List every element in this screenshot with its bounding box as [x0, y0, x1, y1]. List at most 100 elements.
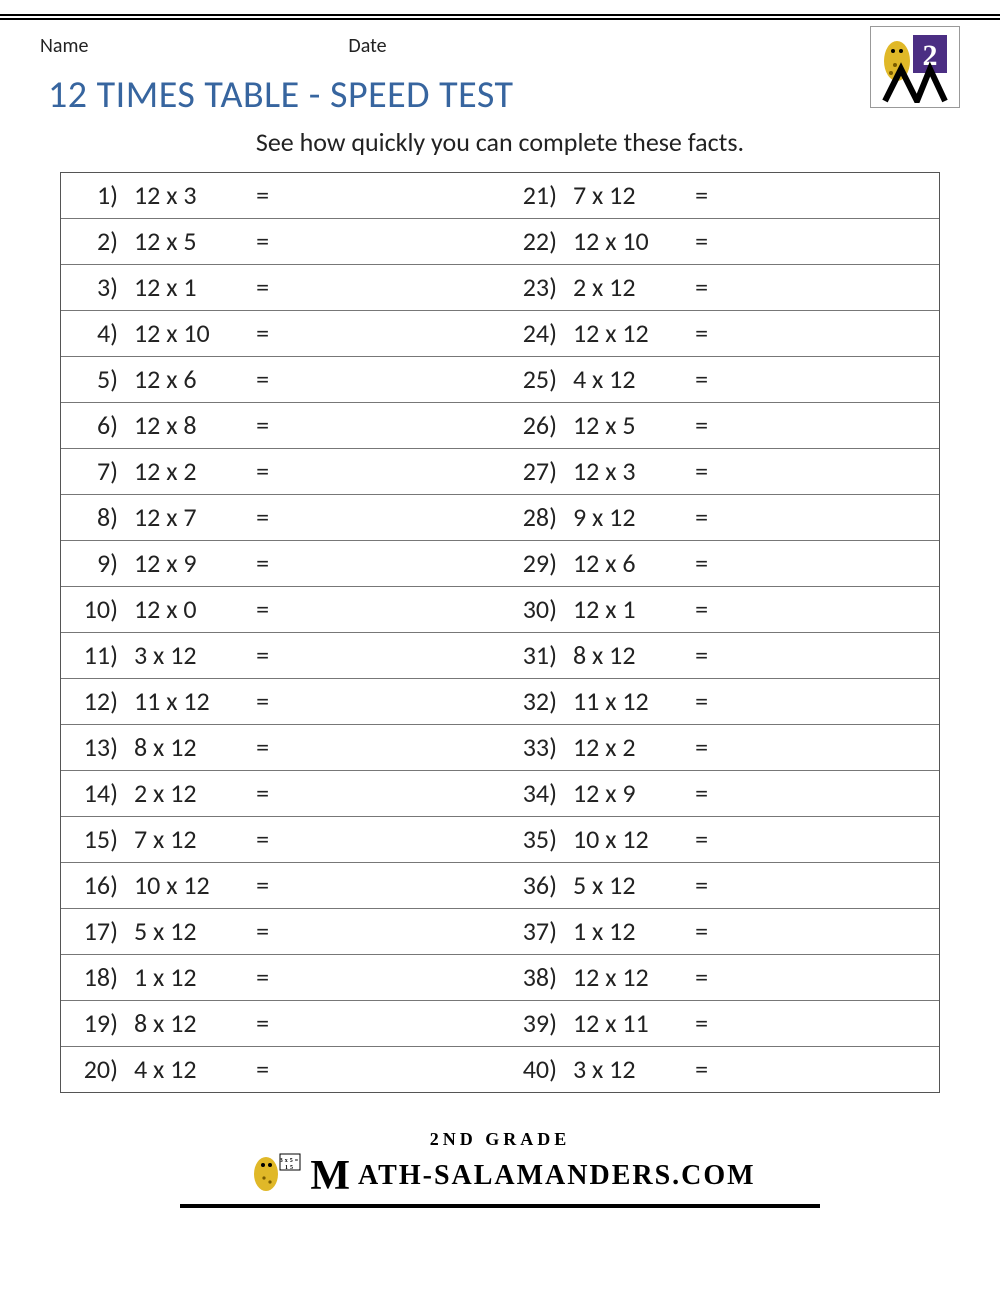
q-expression: 12 x 11: [563, 1001, 695, 1047]
equals-sign: =: [256, 679, 297, 725]
answer-blank[interactable]: [736, 541, 939, 587]
equals-sign: =: [256, 587, 297, 633]
answer-blank[interactable]: [297, 863, 500, 909]
equals-sign: =: [256, 311, 297, 357]
answer-blank[interactable]: [297, 403, 500, 449]
q-expression: 1 x 12: [124, 955, 256, 1001]
q-expression: 2 x 12: [563, 265, 695, 311]
answer-blank[interactable]: [297, 817, 500, 863]
table-row: 20)4 x 12=40)3 x 12=: [61, 1047, 939, 1093]
answer-blank[interactable]: [736, 725, 939, 771]
q-number: 14): [61, 771, 124, 817]
answer-blank[interactable]: [736, 495, 939, 541]
q-expression: 11 x 12: [563, 679, 695, 725]
answer-blank[interactable]: [297, 311, 500, 357]
q-number: 4): [61, 311, 124, 357]
equals-sign: =: [695, 1001, 736, 1047]
q-expression: 12 x 12: [563, 311, 695, 357]
q-expression: 12 x 0: [124, 587, 256, 633]
q-expression: 12 x 8: [124, 403, 256, 449]
q-number: 39): [500, 1001, 563, 1047]
q-number: 11): [61, 633, 124, 679]
answer-blank[interactable]: [297, 909, 500, 955]
equals-sign: =: [256, 1047, 297, 1093]
answer-blank[interactable]: [297, 357, 500, 403]
table-row: 5)12 x 6=25)4 x 12=: [61, 357, 939, 403]
answer-blank[interactable]: [736, 817, 939, 863]
answer-blank[interactable]: [297, 541, 500, 587]
equals-sign: =: [695, 403, 736, 449]
top-double-rule: [0, 14, 1000, 20]
equals-sign: =: [256, 219, 297, 265]
equals-sign: =: [256, 633, 297, 679]
q-number: 31): [500, 633, 563, 679]
answer-blank[interactable]: [297, 633, 500, 679]
answer-blank[interactable]: [736, 449, 939, 495]
q-number: 36): [500, 863, 563, 909]
answer-blank[interactable]: [736, 679, 939, 725]
q-expression: 3 x 12: [124, 633, 256, 679]
equals-sign: =: [256, 173, 297, 219]
equals-sign: =: [256, 725, 297, 771]
table-row: 19)8 x 12=39)12 x 11=: [61, 1001, 939, 1047]
worksheet-page: Name Date 2 12 TIMES TABLE - SPEED TEST …: [0, 14, 1000, 1208]
answer-blank[interactable]: [736, 357, 939, 403]
equals-sign: =: [695, 679, 736, 725]
answer-blank[interactable]: [297, 265, 500, 311]
q-expression: 2 x 12: [124, 771, 256, 817]
q-number: 12): [61, 679, 124, 725]
table-row: 9)12 x 9=29)12 x 6=: [61, 541, 939, 587]
answer-blank[interactable]: [736, 587, 939, 633]
answer-blank[interactable]: [736, 1047, 939, 1093]
answer-blank[interactable]: [736, 771, 939, 817]
answer-blank[interactable]: [736, 909, 939, 955]
answer-blank[interactable]: [297, 679, 500, 725]
q-number: 25): [500, 357, 563, 403]
answer-blank[interactable]: [297, 1001, 500, 1047]
answer-blank[interactable]: [297, 725, 500, 771]
table-row: 4)12 x 10=24)12 x 12=: [61, 311, 939, 357]
brand-logo: 2: [870, 26, 960, 108]
equals-sign: =: [695, 219, 736, 265]
q-number: 23): [500, 265, 563, 311]
q-expression: 11 x 12: [124, 679, 256, 725]
equals-sign: =: [695, 541, 736, 587]
q-number: 8): [61, 495, 124, 541]
equals-sign: =: [695, 265, 736, 311]
table-row: 1)12 x 3=21)7 x 12=: [61, 173, 939, 219]
q-expression: 12 x 2: [563, 725, 695, 771]
equals-sign: =: [695, 311, 736, 357]
q-expression: 12 x 5: [563, 403, 695, 449]
answer-blank[interactable]: [297, 219, 500, 265]
q-number: 38): [500, 955, 563, 1001]
answer-blank[interactable]: [297, 587, 500, 633]
q-expression: 7 x 12: [124, 817, 256, 863]
table-row: 11)3 x 12=31)8 x 12=: [61, 633, 939, 679]
q-number: 40): [500, 1047, 563, 1093]
answer-blank[interactable]: [297, 1047, 500, 1093]
answer-blank[interactable]: [297, 173, 500, 219]
answer-blank[interactable]: [736, 173, 939, 219]
answer-blank[interactable]: [297, 955, 500, 1001]
q-expression: 8 x 12: [124, 1001, 256, 1047]
answer-blank[interactable]: [736, 633, 939, 679]
answer-blank[interactable]: [736, 265, 939, 311]
q-number: 10): [61, 587, 124, 633]
equals-sign: =: [256, 863, 297, 909]
answer-blank[interactable]: [736, 863, 939, 909]
answer-blank[interactable]: [297, 495, 500, 541]
answer-blank[interactable]: [297, 449, 500, 495]
q-expression: 7 x 12: [563, 173, 695, 219]
q-number: 33): [500, 725, 563, 771]
answer-blank[interactable]: [736, 219, 939, 265]
equals-sign: =: [256, 817, 297, 863]
answer-blank[interactable]: [297, 771, 500, 817]
q-expression: 12 x 3: [124, 173, 256, 219]
answer-blank[interactable]: [736, 311, 939, 357]
answer-blank[interactable]: [736, 1001, 939, 1047]
q-number: 15): [61, 817, 124, 863]
equals-sign: =: [695, 495, 736, 541]
footer-brand-text: ATH-SALAMANDERS.COM: [358, 1160, 756, 1192]
answer-blank[interactable]: [736, 403, 939, 449]
answer-blank[interactable]: [736, 955, 939, 1001]
